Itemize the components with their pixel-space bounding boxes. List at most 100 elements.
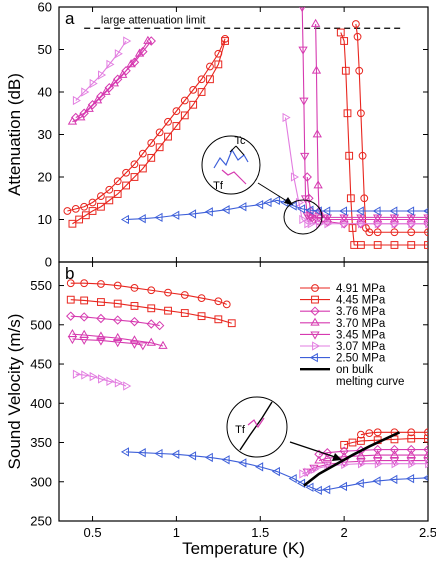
data-point	[114, 378, 123, 388]
y-tick-label: 300	[30, 474, 52, 489]
data-point	[123, 381, 132, 391]
legend-marker	[311, 284, 319, 292]
data-point	[372, 206, 381, 216]
y-tick-label: 400	[30, 396, 52, 411]
data-point	[122, 181, 130, 190]
data-point	[114, 49, 123, 59]
legend-label: 3.70 MPa	[336, 318, 386, 330]
data-point	[391, 459, 400, 469]
data-point	[189, 85, 198, 94]
data-point	[81, 87, 90, 97]
data-point	[424, 241, 428, 249]
data-point	[180, 309, 189, 317]
y-tick-label: 40	[38, 85, 52, 100]
data-point	[305, 214, 316, 223]
data-point	[67, 336, 78, 345]
panel-b-sound-velocity: 0.5 1 1.5 2 2.5 250 300 350 400 450 500 550 b Sound V…	[5, 261, 436, 558]
y-tick-label: 500	[30, 317, 52, 332]
legend-label: 4.91 MPa	[336, 283, 386, 295]
data-point	[227, 319, 236, 328]
data-point	[147, 153, 156, 162]
data-point	[97, 192, 105, 201]
data-point	[68, 219, 77, 228]
data-point	[147, 304, 156, 313]
data-point	[129, 335, 140, 344]
x-tick-label: 2.5	[419, 525, 436, 540]
data-point	[373, 214, 383, 223]
inset-circle	[226, 396, 288, 458]
data-point	[221, 37, 229, 45]
data-point	[407, 241, 416, 249]
data-point	[96, 313, 106, 324]
series-line	[315, 23, 428, 221]
data-point	[422, 207, 428, 215]
data-point	[109, 78, 120, 87]
data-point	[88, 207, 97, 215]
data-point	[155, 143, 164, 152]
data-point	[373, 228, 382, 237]
data-point	[154, 212, 163, 223]
series-4-91-mpa	[63, 20, 428, 237]
x-axis-label: Temperature (K)	[182, 539, 305, 558]
data-point	[356, 450, 366, 459]
data-point	[314, 214, 324, 223]
data-point	[214, 60, 223, 69]
y-tick-label: 30	[38, 127, 52, 142]
data-point	[322, 448, 333, 458]
data-point	[423, 444, 428, 455]
data-point	[164, 117, 172, 126]
legend-label: 2.50 MPa	[336, 353, 386, 365]
data-point	[106, 376, 115, 386]
data-point	[263, 197, 272, 208]
data-point	[105, 185, 114, 194]
inset-zoom-a: Tc Tf	[201, 135, 323, 235]
data-point	[130, 302, 139, 310]
y-axis-label: Attenuation (dB)	[5, 73, 24, 196]
data-point	[300, 152, 310, 161]
data-point	[389, 206, 398, 216]
data-point	[314, 455, 324, 464]
data-point	[197, 88, 206, 96]
data-point	[96, 331, 106, 340]
data-point	[113, 299, 122, 308]
legend-marker	[309, 352, 318, 363]
data-point	[355, 478, 364, 488]
series-2-50-mpa	[120, 447, 428, 496]
data-point	[158, 340, 168, 349]
data-point	[197, 312, 206, 321]
data-point	[424, 228, 428, 237]
data-point	[113, 177, 122, 186]
data-point	[75, 215, 84, 224]
data-point	[66, 279, 75, 288]
data-point	[372, 476, 381, 486]
series-3-76-mpa	[71, 36, 428, 229]
data-point	[365, 429, 374, 437]
data-point	[89, 371, 98, 382]
data-point	[214, 315, 223, 324]
data-point	[288, 201, 297, 211]
data-point	[389, 474, 398, 485]
y-tick-label: 250	[30, 514, 52, 529]
data-point	[138, 342, 148, 351]
series-line	[72, 40, 149, 123]
data-point	[355, 206, 364, 216]
data-point	[322, 214, 333, 223]
data-point	[89, 78, 98, 89]
tc-pointer	[235, 145, 245, 156]
series-line	[75, 40, 152, 118]
data-point	[406, 449, 416, 458]
data-point	[71, 112, 81, 123]
series-line	[72, 40, 226, 225]
x-tick-label: 1	[173, 525, 180, 540]
data-point	[374, 459, 383, 469]
series-line	[67, 38, 226, 212]
panel-tag: b	[65, 264, 74, 283]
data-point	[407, 428, 416, 437]
inset-trace	[247, 417, 265, 429]
series-3-07-mpa	[72, 36, 428, 229]
tc-label: Tc	[235, 135, 247, 147]
data-point	[407, 434, 416, 443]
data-point	[424, 434, 428, 443]
series-line	[70, 282, 227, 305]
data-point	[322, 453, 333, 462]
